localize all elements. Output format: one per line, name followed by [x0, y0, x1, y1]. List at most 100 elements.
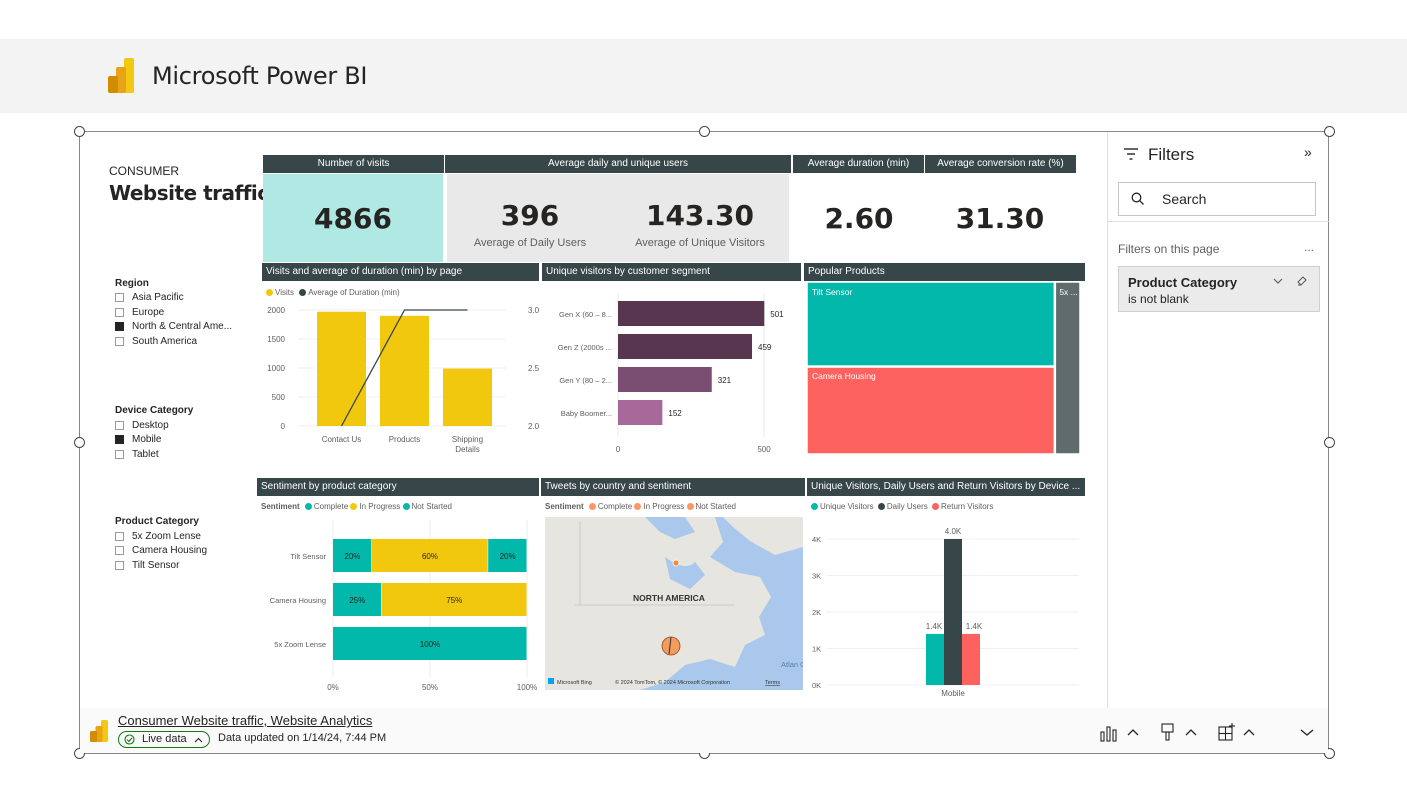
legend-dot	[811, 503, 818, 510]
product-slicer-item[interactable]: Camera Housing	[115, 545, 207, 557]
map-bubble[interactable]	[672, 559, 680, 567]
checkbox[interactable]	[115, 293, 124, 302]
region-slicer-item[interactable]: South America	[115, 336, 197, 348]
region-slicer-item[interactable]: Asia Pacific	[115, 292, 184, 304]
legend-dot	[402, 503, 410, 510]
visual-analytics-icon[interactable]	[1100, 724, 1120, 742]
y-tick-label: 2000	[267, 306, 285, 315]
y-tick-label: Baby Boomer...	[561, 409, 612, 418]
resize-handle-right[interactable]	[1324, 437, 1335, 448]
segment-bar	[618, 400, 663, 425]
device-slicer-item[interactable]: Mobile	[115, 434, 161, 446]
device-slicer-title: Device Category	[115, 405, 194, 416]
checkbox[interactable]	[115, 337, 124, 346]
checkbox[interactable]	[115, 546, 124, 555]
resize-handle-top-left[interactable]	[74, 126, 85, 137]
kpi-visits-value: 4866	[314, 202, 392, 235]
visits-by-page-chart[interactable]: 0 500 1000 1500 2000 2.0 2.5 3.0 Contact Us Produ…	[262, 298, 542, 458]
sentiment-chart[interactable]: 20% 60% 20% Tilt Sensor 25% 75% Camera Housing…	[257, 515, 541, 695]
y2-tick-label: 2.5	[528, 364, 540, 373]
device-slicer-item[interactable]: Desktop	[115, 420, 169, 432]
legend-unique-visitors: Unique Visitors	[820, 502, 874, 511]
checkbox[interactable]	[115, 450, 124, 459]
clear-filter-icon[interactable]	[1296, 275, 1308, 287]
live-data-badge[interactable]: Live data	[118, 731, 210, 748]
region-slicer-item[interactable]: Europe	[115, 307, 164, 319]
region-slicer-item[interactable]: North & Central Ame...	[115, 321, 232, 333]
report-link[interactable]: Consumer Website traffic, Website Analyt…	[118, 713, 373, 728]
sentiment-header: Sentiment by product category	[257, 478, 539, 496]
app-title: Microsoft Power BI	[152, 62, 368, 90]
segment-bar	[618, 367, 712, 392]
popular-products-treemap[interactable]: Tilt Sensor Camera Housing 5x ...	[806, 282, 1082, 456]
unique-by-segment-chart[interactable]: Gen X (60 – 8... 501 Gen Z (2000s ... 459 Ge…	[542, 285, 804, 457]
power-bi-logo-icon	[108, 58, 134, 93]
product-slicer-item[interactable]: 5x Zoom Lense	[115, 531, 201, 543]
checkbox-checked[interactable]	[115, 322, 124, 331]
x-tick-label: 500	[757, 445, 771, 454]
more-options-icon[interactable]: ...	[1304, 240, 1315, 254]
chevron-up-icon	[194, 737, 203, 743]
sentiment-bar-segment	[333, 627, 527, 660]
kpi-daily-users-value: 396	[500, 199, 560, 232]
data-label: 501	[770, 310, 784, 319]
map-terms-link[interactable]: Terms	[765, 680, 780, 686]
visits-bar	[317, 311, 366, 426]
sentiment-bar-segment	[381, 583, 527, 616]
paint-brush-icon[interactable]	[1160, 723, 1176, 742]
tweets-map[interactable]: NORTH AMERICA Atlan Oce Microsoft Bing ©…	[545, 517, 803, 690]
device-item-label: Desktop	[132, 420, 169, 431]
kpi-conversion-header: Average conversion rate (%)	[925, 155, 1076, 173]
visitors-by-device-chart[interactable]: 0K 1K 2K 3K 4K 1.4K 4.0K 1.4K Mobile	[807, 518, 1085, 700]
kpi-users-card[interactable]	[447, 174, 789, 262]
x-tick-label: 0%	[327, 683, 339, 692]
resize-handle-bottom-left[interactable]	[74, 748, 85, 759]
region-slicer-title: Region	[115, 278, 149, 289]
treemap-label: Tilt Sensor	[812, 287, 852, 297]
y-tick-label: 0K	[812, 681, 821, 690]
data-label: 60%	[422, 552, 438, 561]
checkbox[interactable]	[115, 421, 124, 430]
resize-handle-top[interactable]	[699, 126, 710, 137]
kpi-users-header: Average daily and unique users	[445, 155, 791, 173]
treemap-tile	[806, 366, 1056, 455]
x-tick-label: Shipping	[452, 435, 483, 444]
resize-handle-left[interactable]	[74, 437, 85, 448]
legend-daily-users: Daily Users	[886, 502, 928, 511]
popular-products-header: Popular Products	[804, 263, 1085, 281]
map-bing-label: Microsoft Bing	[557, 680, 592, 686]
chevron-down-icon[interactable]	[1300, 728, 1314, 737]
legend-not-started: Not Started	[411, 502, 452, 511]
report-title: Website traffic	[109, 181, 269, 205]
chevron-down-icon[interactable]	[1273, 277, 1283, 285]
chevron-up-icon[interactable]	[1185, 728, 1197, 736]
data-label: 152	[668, 409, 682, 418]
checkbox[interactable]	[115, 532, 124, 541]
resize-handle-bottom-right[interactable]	[1324, 748, 1335, 759]
kpi-visits-card[interactable]	[263, 174, 443, 262]
chevron-up-icon[interactable]	[1127, 728, 1139, 736]
visitors-by-device-header: Unique Visitors, Daily Users and Return …	[807, 478, 1085, 496]
device-slicer-item[interactable]: Tablet	[115, 449, 159, 461]
visits-bar	[443, 368, 492, 426]
x-tick-label: 50%	[422, 683, 438, 692]
sentiment-bar-segment	[371, 539, 488, 572]
collapse-pane-icon[interactable]: »	[1304, 144, 1312, 160]
add-visual-icon[interactable]	[1218, 723, 1236, 741]
filter-card-product-category[interactable]: Product Category is not blank	[1118, 266, 1320, 312]
data-label: 1.4K	[966, 622, 983, 631]
product-slicer-item[interactable]: Tilt Sensor	[115, 560, 179, 572]
legend-visits: Visits	[275, 288, 294, 297]
checkbox-checked[interactable]	[115, 435, 124, 444]
chevron-up-icon[interactable]	[1243, 728, 1255, 736]
sentiment-bar-segment	[333, 539, 372, 572]
region-item-label: Asia Pacific	[132, 292, 184, 303]
checkbox[interactable]	[115, 561, 124, 570]
data-label: 75%	[446, 596, 462, 605]
resize-handle-top-right[interactable]	[1324, 126, 1335, 137]
legend-complete: Complete	[313, 502, 349, 511]
checkbox[interactable]	[115, 308, 124, 317]
search-input[interactable]: Search	[1162, 191, 1207, 207]
filters-search-box[interactable]: Search	[1118, 182, 1316, 216]
region-item-label: North & Central Ame...	[132, 321, 233, 332]
